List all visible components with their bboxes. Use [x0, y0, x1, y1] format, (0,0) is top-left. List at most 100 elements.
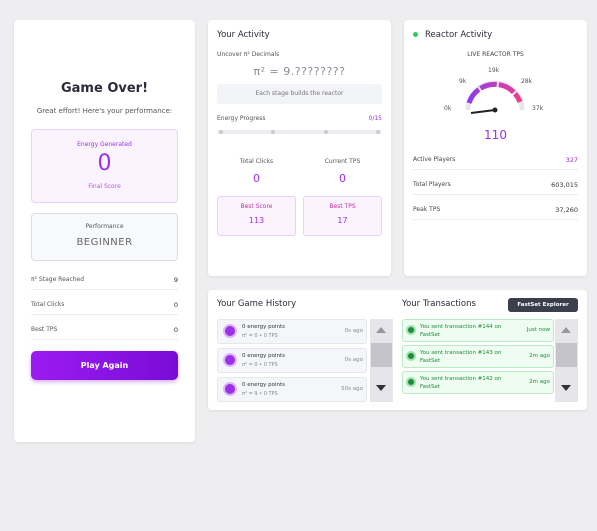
- history-title: Your Game History: [217, 299, 297, 309]
- reactor-title: Reactor Activity: [425, 30, 493, 40]
- best-label: Best TPS: [329, 203, 356, 210]
- transaction-item: [402, 319, 554, 342]
- history-points: 0 energy points: [242, 382, 286, 388]
- gauge-label: 19k: [488, 67, 500, 74]
- energy-label: Energy Generated: [77, 141, 132, 148]
- performance-box: [31, 213, 178, 261]
- progress-value: 0/15: [368, 115, 382, 122]
- activity-bests: Best Score 113 Best TPS 17: [217, 196, 382, 236]
- best-label: Best Score: [240, 203, 273, 210]
- history-icon: [223, 324, 237, 338]
- transaction-text: You sent transaction #142 on FastSet: [420, 376, 502, 390]
- transactions-list: You sent transaction #144 on FastSet Just…: [402, 319, 554, 402]
- history-detail: π² = 0 • 0 TPS: [242, 333, 278, 339]
- progress-dot: [219, 130, 223, 134]
- activity-card: [208, 20, 391, 276]
- stat-label: Current TPS: [324, 158, 361, 165]
- transaction-icon: [406, 377, 416, 387]
- gauge-track: [465, 80, 525, 111]
- gauge-hub: [492, 107, 498, 113]
- history-time: 50s ago: [341, 386, 363, 392]
- history-detail: π² = 9 • 0 TPS: [242, 391, 278, 397]
- scroll-down[interactable]: [561, 385, 571, 391]
- stat-value: 327: [565, 156, 578, 164]
- transaction-text: You sent transaction #143 on FastSet: [420, 350, 502, 364]
- history-time: 0s ago: [344, 357, 363, 363]
- history-item: [217, 377, 367, 402]
- transaction-time: 2m ago: [529, 353, 550, 359]
- stat-value: 0: [339, 172, 346, 185]
- gauge-value: 110: [484, 128, 507, 142]
- activity-title: Your Activity: [217, 30, 270, 40]
- gauge-label: 9k: [459, 78, 467, 85]
- gauge-label: 0k: [444, 105, 452, 112]
- history-list: 0 energy points π² = 0 • 0 TPS 0s ago 0 ene…: [217, 319, 367, 402]
- stat-label: Active Players: [413, 156, 456, 163]
- gauge-title: LIVE REACTOR TPS: [467, 51, 524, 58]
- decimals-label: Uncover π² Decimals: [217, 51, 280, 58]
- stat-value: 0: [173, 301, 178, 309]
- progress-dot: [271, 130, 275, 134]
- stat-label: Total Players: [413, 181, 451, 188]
- transaction-time: 2m ago: [529, 379, 550, 385]
- transaction-item: [402, 371, 554, 394]
- stat-row: [413, 150, 578, 170]
- scroll-up[interactable]: [561, 327, 571, 333]
- performance-label: Performance: [85, 223, 124, 230]
- hint: Each stage builds the reactor: [217, 84, 382, 104]
- stat-value: 603,015: [551, 181, 578, 189]
- progress-dot: [376, 130, 380, 134]
- stat-value: 9: [173, 276, 178, 284]
- best-box: [217, 196, 296, 236]
- live-dot: [413, 32, 418, 37]
- scroll-up[interactable]: [376, 327, 386, 333]
- stat-label: Best TPS: [31, 326, 58, 333]
- progress-track: [217, 130, 382, 134]
- scroll-thumb[interactable]: [556, 343, 577, 367]
- stat-row: [413, 175, 578, 195]
- history-item: [217, 319, 367, 344]
- history-item: [217, 348, 367, 373]
- reactor-card: [404, 20, 587, 276]
- transaction-text: You sent transaction #144 on FastSet: [420, 324, 502, 338]
- title: Game Over!: [60, 81, 148, 96]
- history-detail: π² = 0 • 0 TPS: [242, 362, 278, 368]
- play-again-button[interactable]: Play Again: [31, 351, 178, 380]
- energy-value: 0: [97, 151, 112, 176]
- best-value: 17: [337, 216, 348, 225]
- energy-box: [31, 129, 178, 203]
- stat-value: 0: [253, 172, 260, 185]
- energy-caption: Final Score: [88, 183, 121, 190]
- gauge-arc: [466, 81, 523, 104]
- explorer-button[interactable]: FastSet Explorer: [508, 298, 578, 312]
- stat-value: 37,260: [555, 206, 578, 214]
- activity-stats: Total Clicks 0 Current TPS 0: [217, 158, 382, 188]
- best-box: [303, 196, 382, 236]
- history-points: 0 energy points: [242, 353, 286, 359]
- stat-row: [31, 295, 178, 315]
- history-icon: [223, 382, 237, 396]
- history-time: 0s ago: [344, 328, 363, 334]
- history-points: 0 energy points: [242, 324, 286, 330]
- transaction-icon: [406, 325, 416, 335]
- history-icon: [223, 353, 237, 367]
- best-value: 113: [248, 216, 265, 225]
- stat-row: [413, 200, 578, 220]
- stat-row: [31, 320, 178, 340]
- subtitle: Great effort! Here's your performance:: [36, 107, 173, 115]
- reactor-stats: Active Players 327 Total Players 603,015 Pea…: [413, 150, 578, 225]
- stat-label: Peak TPS: [413, 206, 441, 213]
- stat-value: 0: [173, 326, 178, 334]
- transaction-item: [402, 345, 554, 368]
- progress-label: Energy Progress: [217, 115, 266, 122]
- gauge-needle: [470, 109, 496, 114]
- scroll-thumb[interactable]: [371, 343, 392, 367]
- gauge-label: 28k: [521, 78, 533, 85]
- performance-value: BEGINNER: [76, 237, 133, 248]
- transactions-title: Your Transactions: [402, 299, 476, 309]
- progress-dot: [324, 130, 328, 134]
- transaction-time: Just now: [526, 327, 550, 333]
- scroll-down[interactable]: [376, 385, 386, 391]
